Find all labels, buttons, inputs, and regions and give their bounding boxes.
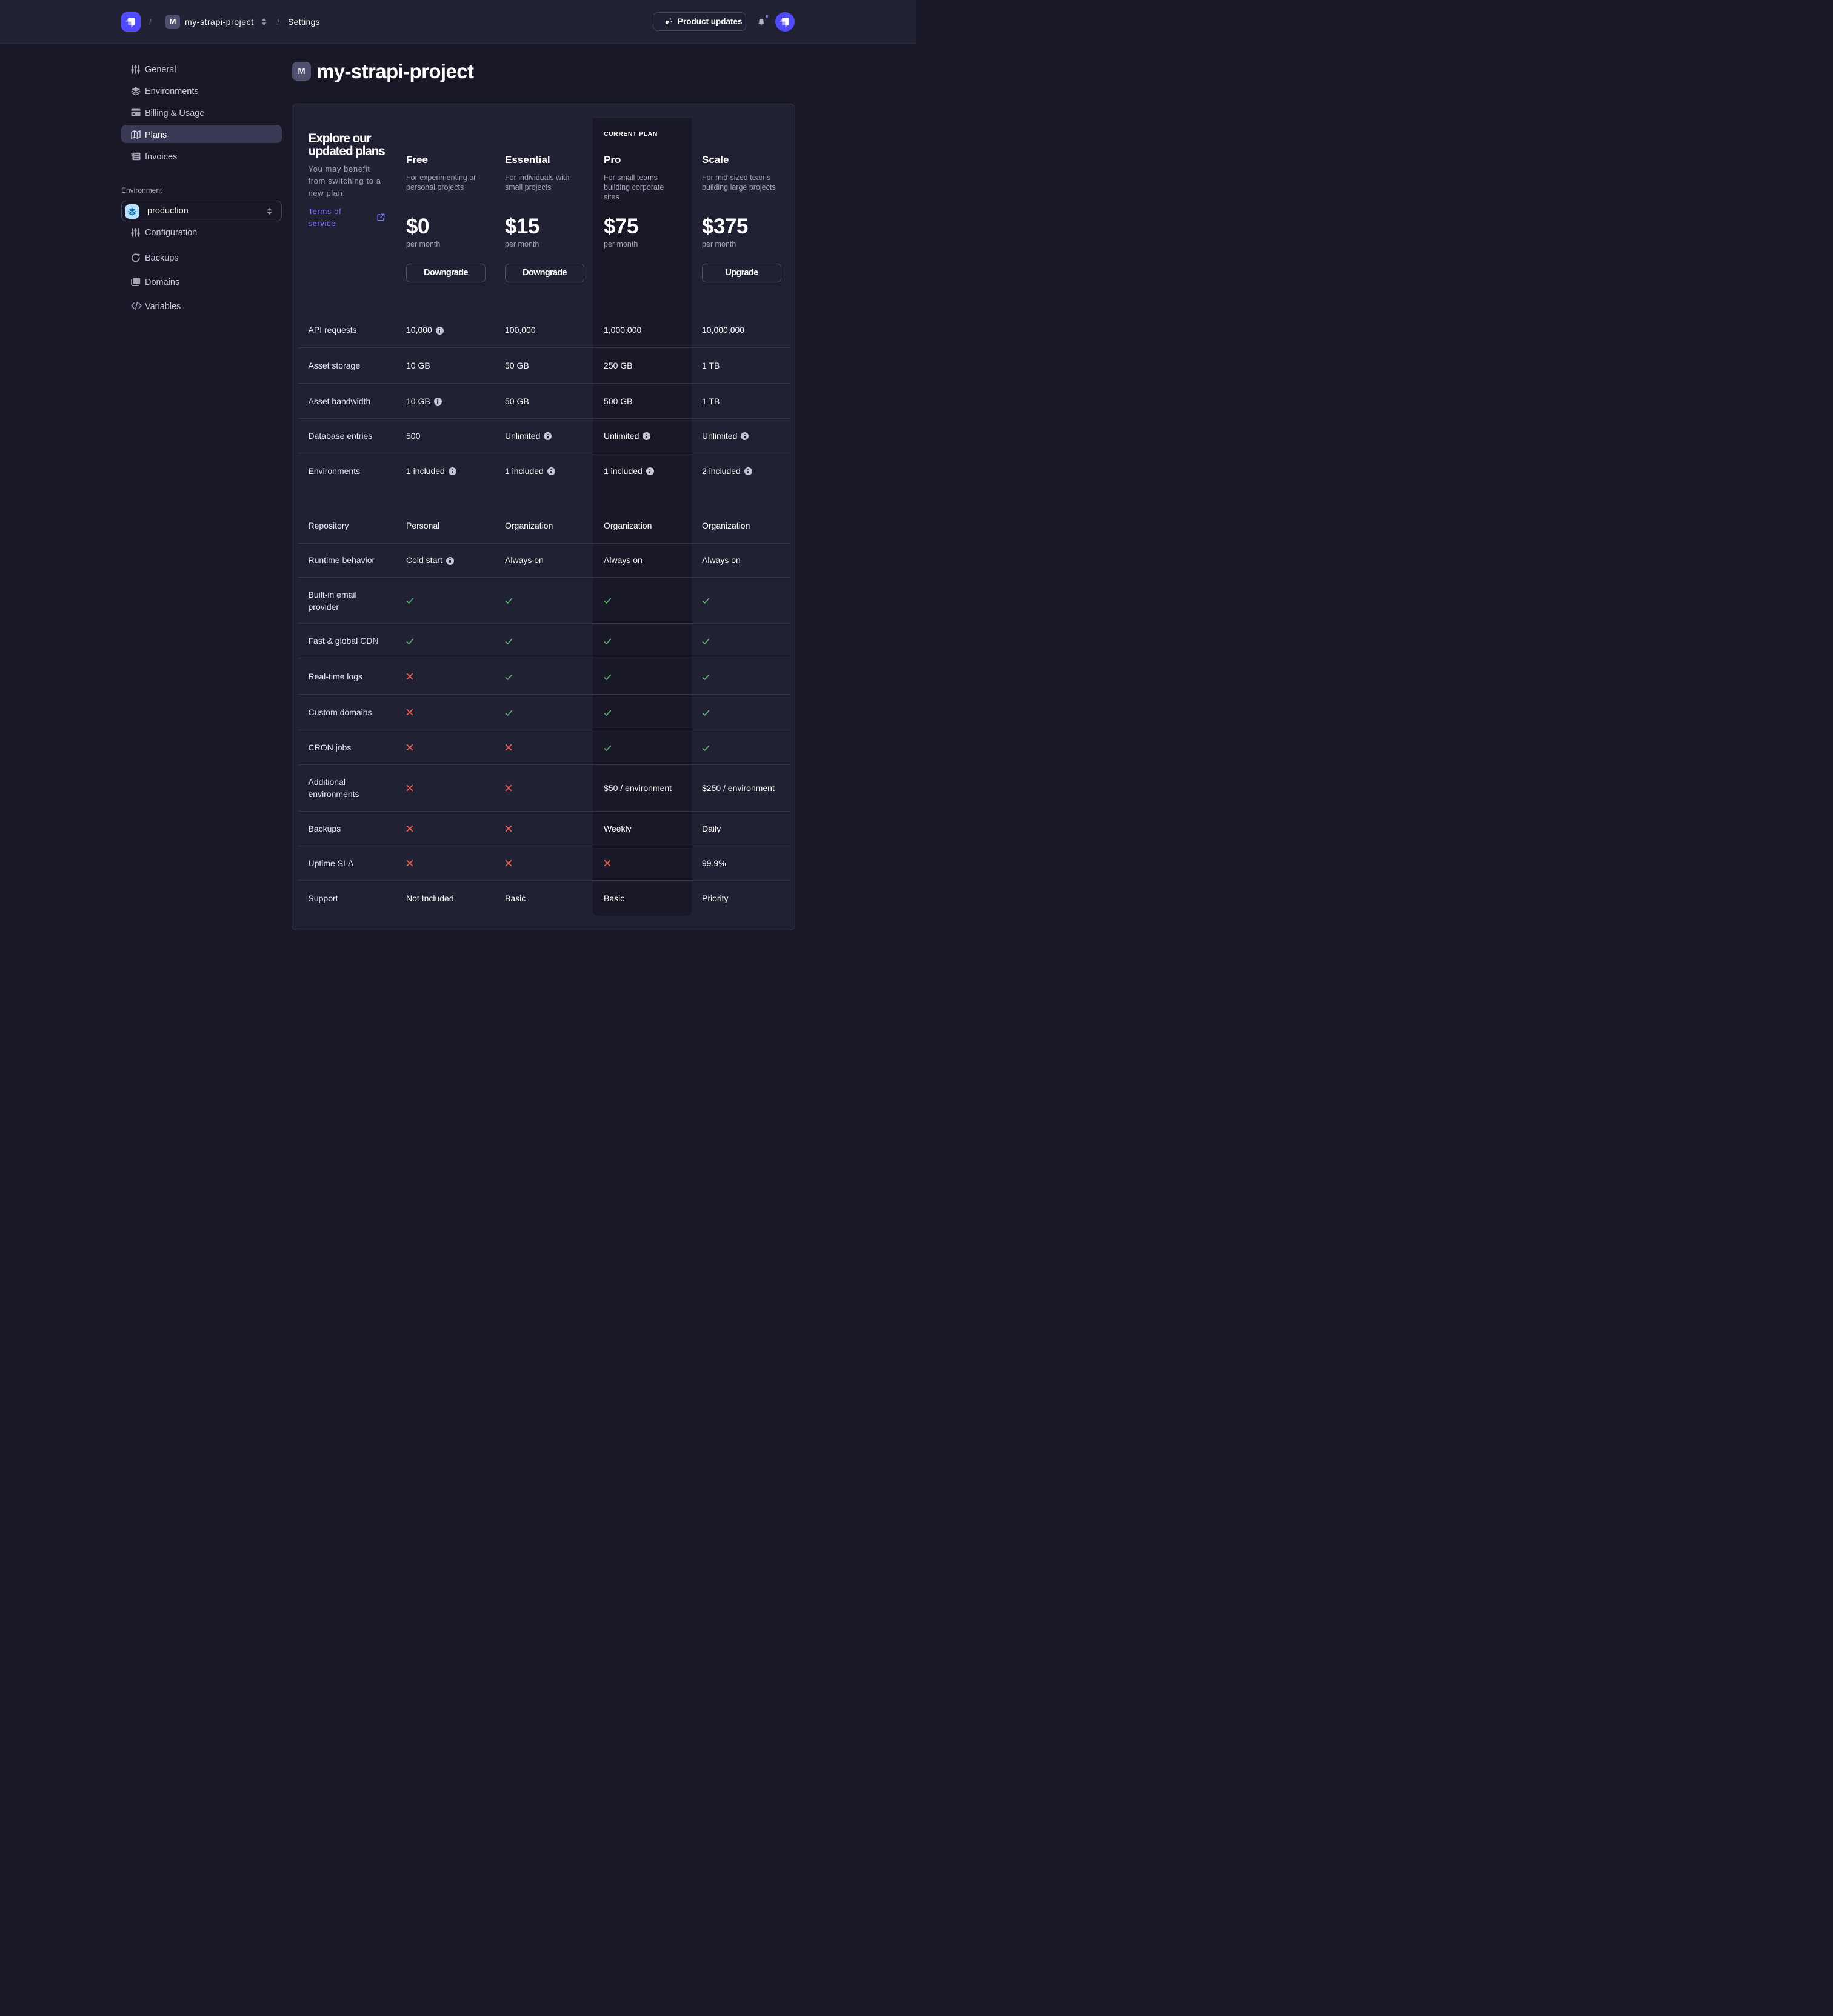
svg-text:$: $: [131, 153, 133, 157]
